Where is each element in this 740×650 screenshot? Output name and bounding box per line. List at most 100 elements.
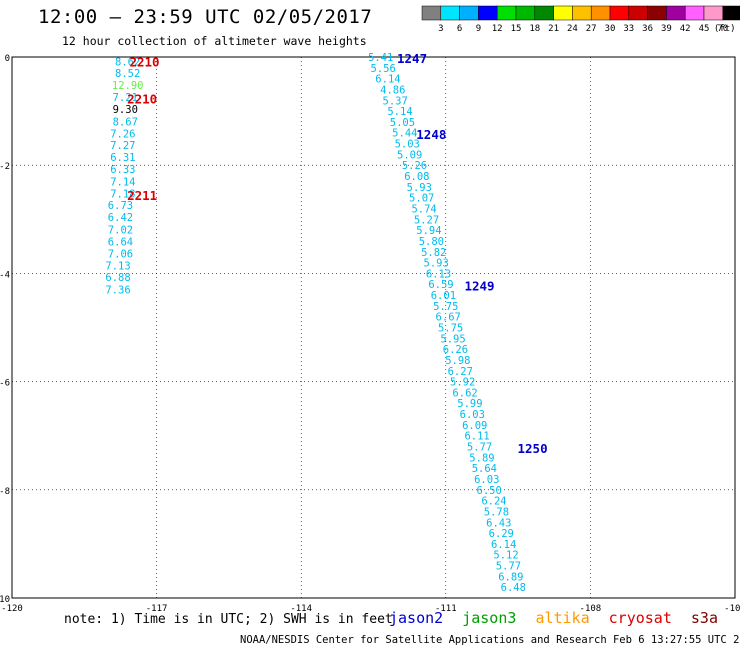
wave-height-value: 6.31 xyxy=(110,152,135,164)
x-tick-label: -105 xyxy=(724,604,740,614)
pass-time-label: 2210 xyxy=(127,92,157,107)
wave-height-value: 6.03 xyxy=(474,474,499,486)
colorbar-tick-label: 36 xyxy=(642,24,653,34)
y-tick-label: -8 xyxy=(0,487,10,497)
colorbar-tick-label: 30 xyxy=(605,24,616,34)
wave-height-value: 5.56 xyxy=(370,63,395,75)
wave-height-value: 8.67 xyxy=(113,116,138,128)
x-tick-label: -120 xyxy=(1,604,23,614)
colorbar-swatch xyxy=(666,5,686,21)
wave-height-value: 5.94 xyxy=(416,225,441,237)
wave-height-value: 5.07 xyxy=(409,193,434,205)
wave-height-value: 6.43 xyxy=(486,517,511,529)
colorbar-unit: (ft) xyxy=(714,24,736,34)
colorbar-swatch xyxy=(684,5,705,21)
colorbar-swatch xyxy=(647,5,667,21)
wave-height-value: 6.88 xyxy=(105,272,130,284)
legend-cryosat: cryosat xyxy=(608,609,672,627)
colorbar-swatch xyxy=(421,5,442,21)
legend-s3a: s3a xyxy=(690,609,718,627)
colorbar-swatch xyxy=(440,5,460,21)
wave-height-value: 6.67 xyxy=(436,312,461,324)
wave-height-value: 5.93 xyxy=(407,182,432,194)
wave-height-value: 8.62 xyxy=(115,56,140,68)
wave-height-value: 6.64 xyxy=(108,236,133,248)
wave-height-value: 7.18 xyxy=(110,188,135,200)
colorbar-tick-label: 24 xyxy=(567,24,578,34)
wave-height-value: 6.27 xyxy=(448,366,473,378)
footer-credit: NOAA/NESDIS Center for Satellite Applica… xyxy=(240,634,740,646)
wave-height-value: 7.13 xyxy=(105,260,130,272)
wave-height-value: 7.06 xyxy=(108,248,133,260)
wave-height-value: 6.01 xyxy=(431,290,456,302)
page-subtitle: 12 hour collection of altimeter wave hei… xyxy=(62,34,367,48)
wave-height-value: 5.89 xyxy=(469,452,494,464)
wave-height-value: 6.42 xyxy=(108,212,133,224)
wave-height-value: 5.44 xyxy=(392,128,417,140)
wave-height-value: 6.09 xyxy=(462,420,487,432)
wave-height-value: 7.36 xyxy=(105,285,130,297)
page-title: 12:00 – 23:59 UTC 02/05/2017 xyxy=(38,6,373,28)
wave-height-value: 5.26 xyxy=(402,160,427,172)
pass-time-label: 2210 xyxy=(129,54,159,69)
wave-height-value: 5.37 xyxy=(383,95,408,107)
wave-height-value: 5.82 xyxy=(421,247,446,259)
wave-height-value: 5.92 xyxy=(450,377,475,389)
wave-height-value: 6.26 xyxy=(443,344,468,356)
wave-height-value: 5.14 xyxy=(387,106,412,118)
pass-time-label: 2211 xyxy=(127,188,157,203)
y-tick-label: -6 xyxy=(0,379,10,389)
legend-altika: altika xyxy=(535,609,590,627)
wave-height-value: 6.13 xyxy=(426,268,451,280)
wave-height-value: 6.50 xyxy=(477,485,502,497)
colorbar-tick-label: 70 xyxy=(717,24,728,34)
wave-height-value: 6.24 xyxy=(481,496,506,508)
legend-jason2: jason2 xyxy=(389,609,444,627)
wave-height-value: 5.05 xyxy=(390,117,415,129)
wave-height-value: 5.78 xyxy=(484,506,509,518)
wave-height-value: 6.73 xyxy=(108,200,133,212)
colorbar-swatch xyxy=(534,5,554,21)
wave-height-value: 6.89 xyxy=(498,571,523,583)
wave-height-value: 6.08 xyxy=(404,171,429,183)
y-tick-label: -10 xyxy=(0,595,10,605)
colorbar-swatch xyxy=(515,5,536,21)
satellite-legend: jason2 jason3 altika cryosat s3a xyxy=(389,609,728,627)
colorbar-tick-label: 21 xyxy=(548,24,559,34)
wave-height-value: 4.86 xyxy=(380,84,405,96)
wave-height-value: 6.33 xyxy=(110,164,135,176)
colorbar-swatch xyxy=(722,5,740,21)
colorbar-tick-label: 18 xyxy=(529,24,540,34)
wave-height-value: 7.02 xyxy=(108,225,133,237)
wave-height-value: 5.93 xyxy=(424,258,449,270)
colorbar-tick-label: 9 xyxy=(476,24,481,34)
wave-height-value: 6.11 xyxy=(464,431,489,443)
x-tick-label: -114 xyxy=(290,604,312,614)
colorbar-tick-label: 6 xyxy=(457,24,462,34)
y-tick-label: -2 xyxy=(0,162,10,172)
wave-height-value: 6.62 xyxy=(452,387,477,399)
note-text: note: 1) Time is in UTC; 2) SWH is in fe… xyxy=(64,612,393,627)
colorbar-tick-label: 27 xyxy=(586,24,597,34)
y-tick-label: 0 xyxy=(5,54,10,64)
wave-height-value: 5.12 xyxy=(493,550,518,562)
wave-height-value: 5.77 xyxy=(467,442,492,454)
colorbar-swatch xyxy=(609,5,630,21)
wave-height-value: 5.77 xyxy=(496,561,521,573)
wave-height-value: 6.29 xyxy=(489,528,514,540)
colorbar-tick-label: 15 xyxy=(511,24,522,34)
wave-height-value: 5.75 xyxy=(433,301,458,313)
x-tick-label: -111 xyxy=(435,604,457,614)
wave-height-value: 7.21 xyxy=(113,92,138,104)
pass-time-label: 1247 xyxy=(397,51,427,66)
colorbar-swatch xyxy=(553,5,573,21)
wave-height-value: 5.74 xyxy=(411,203,436,215)
wave-height-value: 6.59 xyxy=(428,279,453,291)
x-tick-label: -108 xyxy=(580,604,602,614)
wave-height-value: 5.41 xyxy=(368,52,393,64)
wave-height-value: 5.75 xyxy=(438,323,463,335)
colorbar-tick-label: 12 xyxy=(492,24,503,34)
pass-time-label: 1248 xyxy=(416,127,446,142)
